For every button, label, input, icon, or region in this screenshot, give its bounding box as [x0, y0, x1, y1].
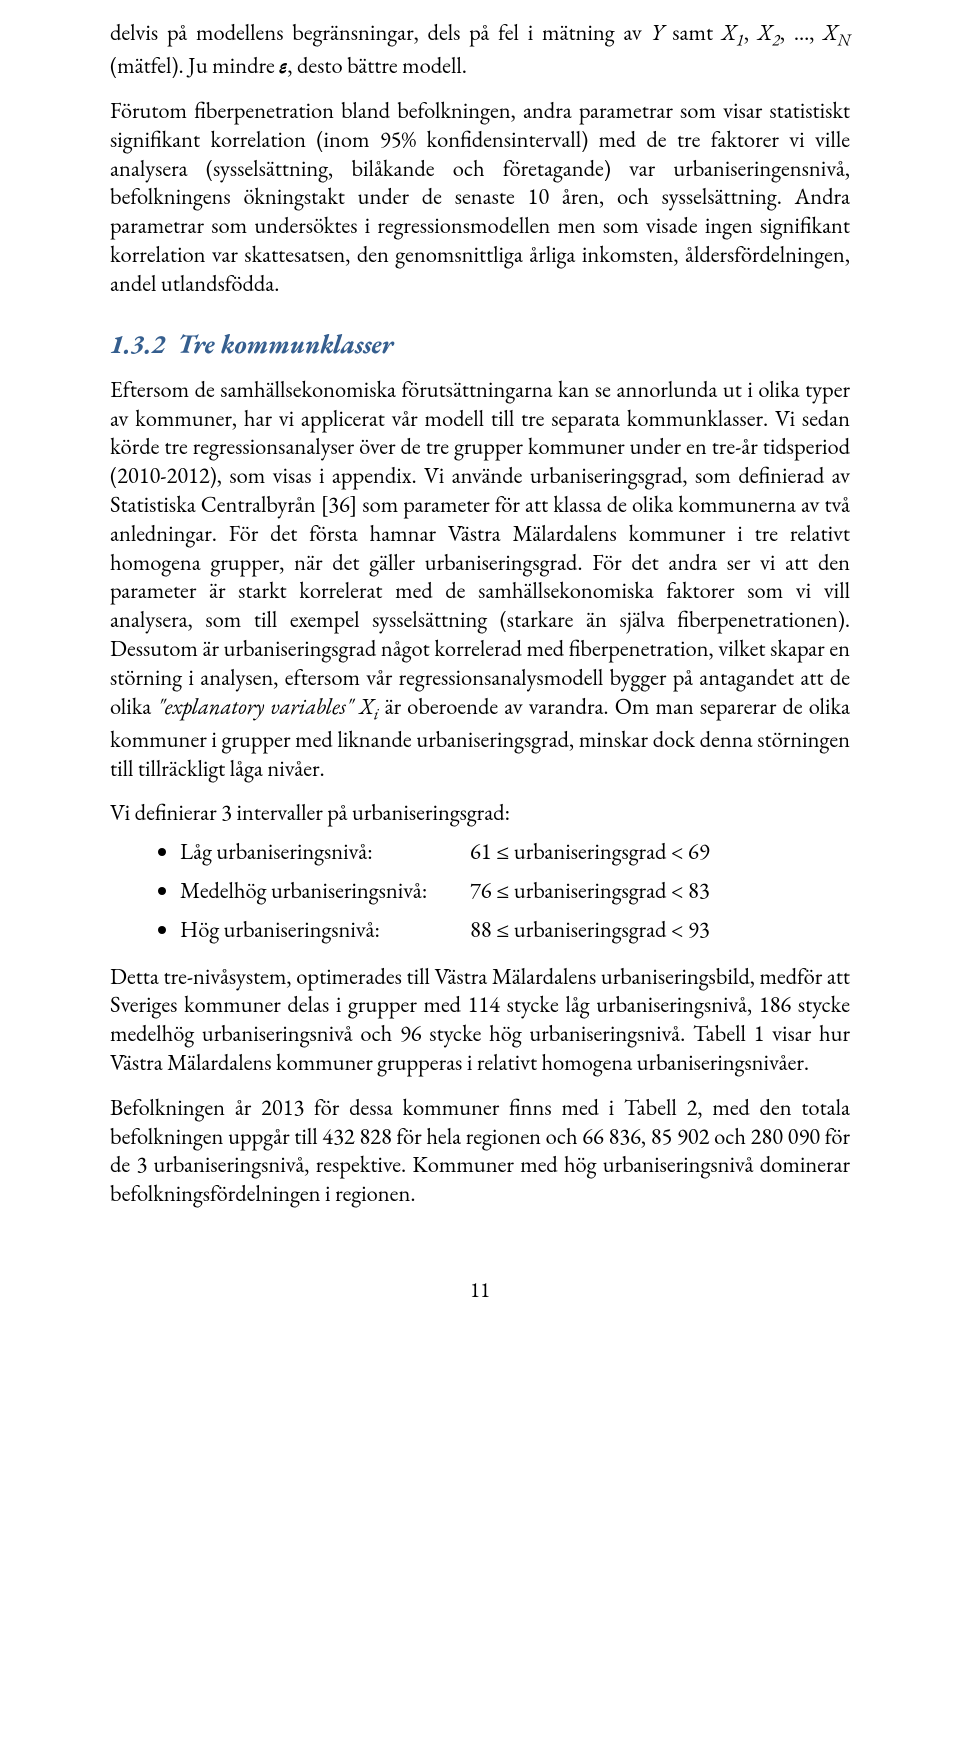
var-y: Y: [651, 17, 664, 47]
paragraph-definierar: Vi definierar 3 intervaller på urbaniser…: [110, 798, 850, 827]
text-fragment: delvis på modellens begränsningar, dels …: [110, 17, 651, 47]
var-x1-sub: 1: [736, 30, 744, 51]
interval-label: Medelhög urbaniseringsnivå:: [180, 876, 470, 905]
italic-explanatory: "explanatory variables" X: [157, 691, 373, 721]
interval-list: Låg urbaniseringsnivå: 61 ≤ urbanisering…: [110, 837, 850, 943]
interval-label: Låg urbaniseringsnivå:: [180, 837, 470, 866]
heading-title: Tre kommunklasser: [178, 327, 394, 361]
list-item: Låg urbaniseringsnivå: 61 ≤ urbanisering…: [180, 837, 850, 866]
ellipsis: …: [794, 17, 809, 47]
interval-value: 61 ≤ urbaniseringsgrad < 69: [470, 837, 850, 866]
interval-label: Hög urbaniseringsnivå:: [180, 915, 470, 944]
paragraph-forutom: Förutom fiberpenetration bland befolknin…: [110, 96, 850, 298]
text-fragment: Eftersom de samhällsekonomiska förutsätt…: [110, 374, 850, 721]
paragraph-eftersom: Eftersom de samhällsekonomiska förutsätt…: [110, 375, 850, 783]
page-number: 11: [110, 1278, 850, 1305]
var-x2-sub: 2: [772, 30, 780, 51]
paragraph-intro: delvis på modellens begränsningar, dels …: [110, 18, 850, 80]
paragraph-befolkningen: Befolkningen år 2013 för dessa kommuner …: [110, 1093, 850, 1208]
var-xn: X: [823, 17, 837, 47]
heading-number: 1.3.2: [110, 327, 165, 361]
interval-value: 76 ≤ urbaniseringsgrad < 83: [470, 876, 850, 905]
section-heading: 1.3.2 Tre kommunklasser: [110, 328, 850, 361]
list-item: Hög urbaniseringsnivå: 88 ≤ urbanisering…: [180, 915, 850, 944]
var-x2: X: [758, 17, 772, 47]
var-x1: X: [722, 17, 736, 47]
list-item: Medelhög urbaniseringsnivå: 76 ≤ urbanis…: [180, 876, 850, 905]
text-fragment: (mätfel). Ju mindre: [110, 50, 279, 80]
text-fragment: , desto bättre modell.: [287, 50, 467, 80]
text-fragment: ,: [809, 17, 823, 47]
interval-value: 88 ≤ urbaniseringsgrad < 93: [470, 915, 850, 944]
text-fragment: samt: [663, 17, 721, 47]
var-xn-sub: N: [838, 30, 850, 51]
paragraph-detta: Detta tre-nivåsystem, optimerades till V…: [110, 962, 850, 1077]
